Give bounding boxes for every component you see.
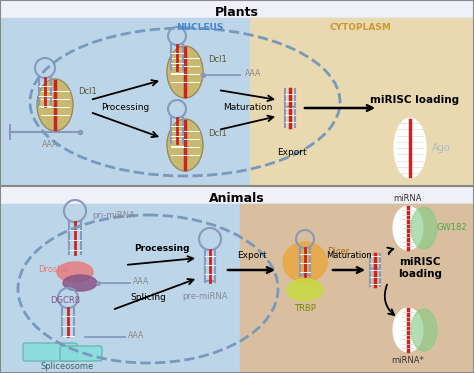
Text: Spliceosome: Spliceosome xyxy=(40,362,94,371)
Ellipse shape xyxy=(394,118,426,178)
FancyBboxPatch shape xyxy=(60,346,102,361)
Text: Animals: Animals xyxy=(209,191,265,204)
Text: Processing: Processing xyxy=(101,103,149,113)
Text: pri-miRNA: pri-miRNA xyxy=(92,210,135,219)
Text: AAA: AAA xyxy=(245,69,261,78)
Text: Dcl1: Dcl1 xyxy=(208,129,227,138)
Text: Maturation: Maturation xyxy=(223,103,273,112)
Ellipse shape xyxy=(411,207,437,249)
Ellipse shape xyxy=(63,275,97,291)
Ellipse shape xyxy=(287,279,323,301)
Text: CYTOPLASM: CYTOPLASM xyxy=(329,23,391,32)
Ellipse shape xyxy=(393,206,423,250)
Text: DGCR8: DGCR8 xyxy=(50,296,80,305)
Text: Maturation: Maturation xyxy=(326,251,372,260)
Text: Export: Export xyxy=(237,251,267,260)
Ellipse shape xyxy=(57,262,93,282)
Text: Dcl1: Dcl1 xyxy=(208,56,227,65)
Text: miRISC
loading: miRISC loading xyxy=(398,257,442,279)
Text: AAA: AAA xyxy=(42,140,58,149)
Ellipse shape xyxy=(167,46,203,98)
Ellipse shape xyxy=(283,242,327,282)
Ellipse shape xyxy=(411,309,437,351)
Text: AAA: AAA xyxy=(133,276,149,285)
Text: Splicing: Splicing xyxy=(130,293,166,302)
FancyBboxPatch shape xyxy=(23,343,77,361)
Ellipse shape xyxy=(167,119,203,171)
Text: Drosha: Drosha xyxy=(38,266,68,275)
Ellipse shape xyxy=(37,79,73,131)
Ellipse shape xyxy=(393,308,423,352)
Text: Dcl1: Dcl1 xyxy=(78,88,97,97)
Text: NUCLEUS: NUCLEUS xyxy=(176,23,224,32)
Text: Dicer: Dicer xyxy=(327,248,349,257)
Text: miRNA*: miRNA* xyxy=(392,356,424,365)
Text: AAA: AAA xyxy=(128,330,144,339)
Text: Export: Export xyxy=(277,148,307,157)
Text: pre-miRNA: pre-miRNA xyxy=(182,292,228,301)
Text: miRNA: miRNA xyxy=(394,194,422,203)
Text: GW182: GW182 xyxy=(437,223,468,232)
Text: miRISC loading: miRISC loading xyxy=(371,95,460,105)
Text: Ago: Ago xyxy=(432,143,451,153)
Text: TRBP: TRBP xyxy=(294,304,316,313)
Text: Processing: Processing xyxy=(134,244,190,253)
Text: Plants: Plants xyxy=(215,6,259,19)
